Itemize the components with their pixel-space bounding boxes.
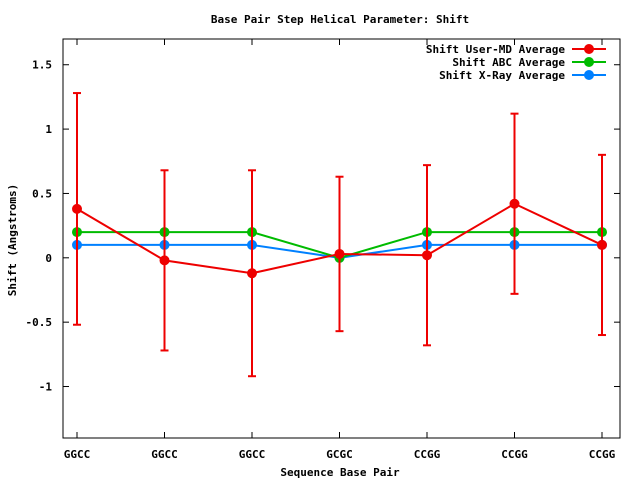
chart-title: Base Pair Step Helical Parameter: Shift xyxy=(211,13,469,26)
x-tick-label: GCGC xyxy=(326,448,353,461)
series xyxy=(72,92,607,378)
y-tick-label: 1 xyxy=(45,123,52,136)
x-tick-label: GGCC xyxy=(239,448,266,461)
axes xyxy=(62,38,621,439)
data-point xyxy=(72,203,82,214)
series-0 xyxy=(72,92,607,378)
ticks: -1 -0.5 0 0.5 1 1.5 GGCC GGCC GGCC GCGC CCGG CCGG CC… xyxy=(26,39,620,461)
x-tick-label: GGCC xyxy=(64,448,91,461)
x-tick-label: CCGG xyxy=(414,448,441,461)
x-tick-label: CCGG xyxy=(589,448,616,461)
legend-label: Shift X-Ray Average xyxy=(439,69,565,82)
legend-label: Shift ABC Average xyxy=(452,56,565,69)
legend-swatch-marker xyxy=(584,57,594,67)
x-tick-label: CCGG xyxy=(501,448,528,461)
y-tick-label: 0.5 xyxy=(32,187,52,200)
data-point xyxy=(334,248,345,259)
y-tick-label: -0.5 xyxy=(26,316,53,329)
y-tick-label: 0 xyxy=(45,252,52,265)
data-point xyxy=(159,255,170,266)
plot-frame xyxy=(62,38,621,439)
y-tick-label: 1.5 xyxy=(32,59,52,72)
y-axis-label: Shift (Angstroms) xyxy=(6,184,19,297)
data-point xyxy=(509,198,520,209)
x-axis-label: Sequence Base Pair xyxy=(280,466,400,479)
legend-label: Shift User-MD Average xyxy=(426,43,565,56)
legend-swatch-marker xyxy=(584,44,594,54)
y-tick-label: -1 xyxy=(39,381,53,394)
data-point xyxy=(247,268,257,279)
legend-swatch-marker xyxy=(584,70,594,80)
data-point xyxy=(422,250,432,261)
x-tick-label: GGCC xyxy=(151,448,178,461)
data-point xyxy=(597,239,607,250)
